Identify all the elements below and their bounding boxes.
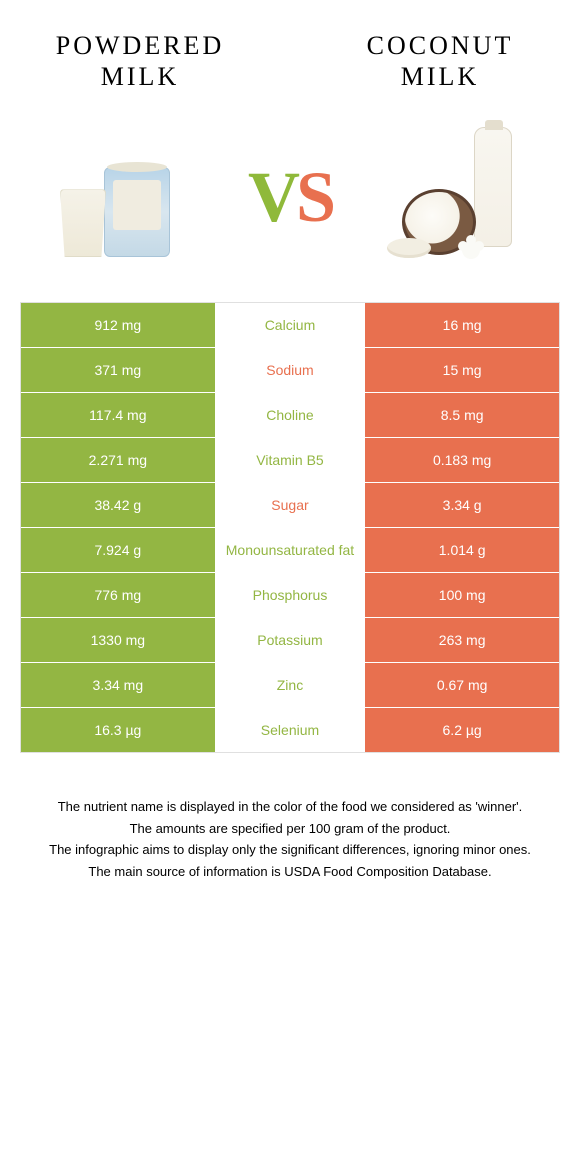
table-row: 7.924 gMonounsaturated fat1.014 g bbox=[21, 528, 559, 573]
right-value: 8.5 mg bbox=[365, 393, 559, 437]
nutrient-label: Calcium bbox=[215, 303, 366, 347]
left-value: 38.42 g bbox=[21, 483, 215, 527]
table-row: 1330 mgPotassium263 mg bbox=[21, 618, 559, 663]
right-value: 16 mg bbox=[365, 303, 559, 347]
left-value: 776 mg bbox=[21, 573, 215, 617]
footnote-line: The amounts are specified per 100 gram o… bbox=[44, 819, 536, 839]
left-value: 16.3 µg bbox=[21, 708, 215, 752]
footnote-line: The main source of information is USDA F… bbox=[44, 862, 536, 882]
vs-label: VS bbox=[248, 156, 332, 239]
nutrient-label: Phosphorus bbox=[215, 573, 366, 617]
left-value: 3.34 mg bbox=[21, 663, 215, 707]
powdered-milk-icon bbox=[50, 127, 200, 267]
right-value: 6.2 µg bbox=[365, 708, 559, 752]
right-value: 0.67 mg bbox=[365, 663, 559, 707]
left-value: 371 mg bbox=[21, 348, 215, 392]
footnote-line: The nutrient name is displayed in the co… bbox=[44, 797, 536, 817]
right-value: 0.183 mg bbox=[365, 438, 559, 482]
table-row: 371 mgSodium15 mg bbox=[21, 348, 559, 393]
nutrient-label: Vitamin B5 bbox=[215, 438, 366, 482]
coconut-milk-icon bbox=[380, 127, 530, 267]
left-value: 7.924 g bbox=[21, 528, 215, 572]
right-value: 15 mg bbox=[365, 348, 559, 392]
images-row: VS bbox=[20, 122, 560, 272]
left-value: 2.271 mg bbox=[21, 438, 215, 482]
right-food-image bbox=[380, 127, 530, 267]
nutrient-label: Potassium bbox=[215, 618, 366, 662]
infographic: POWDERED MILK COCONUT MILK VS 912 mgCalc… bbox=[0, 0, 580, 903]
left-value: 1330 mg bbox=[21, 618, 215, 662]
right-value: 100 mg bbox=[365, 573, 559, 617]
headers-row: POWDERED MILK COCONUT MILK bbox=[20, 30, 560, 92]
nutrient-label: Sugar bbox=[215, 483, 366, 527]
table-row: 3.34 mgZinc0.67 mg bbox=[21, 663, 559, 708]
vs-s: S bbox=[296, 157, 332, 237]
right-value: 263 mg bbox=[365, 618, 559, 662]
nutrient-label: Monounsaturated fat bbox=[215, 528, 366, 572]
left-food-title: POWDERED MILK bbox=[50, 30, 230, 92]
left-value: 117.4 mg bbox=[21, 393, 215, 437]
table-row: 38.42 gSugar3.34 g bbox=[21, 483, 559, 528]
footnote-line: The infographic aims to display only the… bbox=[44, 840, 536, 860]
left-food-image bbox=[50, 127, 200, 267]
table-row: 776 mgPhosphorus100 mg bbox=[21, 573, 559, 618]
table-row: 912 mgCalcium16 mg bbox=[21, 303, 559, 348]
nutrient-label: Zinc bbox=[215, 663, 366, 707]
table-row: 16.3 µgSelenium6.2 µg bbox=[21, 708, 559, 752]
right-food-title: COCONUT MILK bbox=[350, 30, 530, 92]
nutrient-table: 912 mgCalcium16 mg371 mgSodium15 mg117.4… bbox=[20, 302, 560, 753]
right-value: 1.014 g bbox=[365, 528, 559, 572]
footnotes: The nutrient name is displayed in the co… bbox=[20, 797, 560, 881]
nutrient-label: Choline bbox=[215, 393, 366, 437]
nutrient-label: Sodium bbox=[215, 348, 366, 392]
right-value: 3.34 g bbox=[365, 483, 559, 527]
table-row: 117.4 mgCholine8.5 mg bbox=[21, 393, 559, 438]
vs-v: V bbox=[248, 157, 296, 237]
nutrient-label: Selenium bbox=[215, 708, 366, 752]
left-value: 912 mg bbox=[21, 303, 215, 347]
table-row: 2.271 mgVitamin B50.183 mg bbox=[21, 438, 559, 483]
